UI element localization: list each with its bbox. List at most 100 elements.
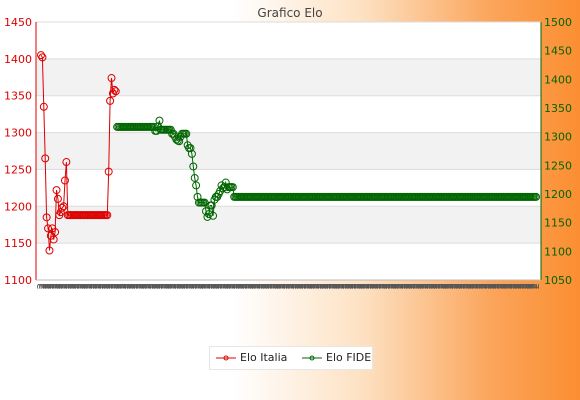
x-tick-label: 2 [379, 283, 390, 289]
x-tick-label: 2 [72, 283, 83, 289]
x-tick-label: 2 [290, 283, 301, 289]
x-tick-label: 2 [315, 283, 326, 289]
x-tick-label: 2 [317, 283, 328, 289]
x-tick-label: 2 [86, 283, 97, 289]
x-tick-label: 2 [147, 283, 158, 289]
x-tick-label: 2 [115, 283, 126, 289]
x-tick-label: 2 [486, 283, 497, 289]
y-tick-label-right: 1100 [544, 245, 572, 258]
x-tick-label: 2 [529, 283, 540, 289]
x-tick-label: 2 [197, 283, 208, 289]
x-tick-label: 2 [431, 283, 442, 289]
x-tick-label: 2 [90, 283, 101, 289]
x-tick-label: 2 [61, 283, 72, 289]
y-axis-left-ticks: 1100 1150 1200 1250 1300 1350 1400 1450 [4, 16, 32, 287]
legend-markers [216, 355, 322, 361]
x-tick-label: 2 [54, 283, 65, 289]
data-point [107, 74, 116, 83]
x-tick-label: 2 [286, 283, 297, 289]
x-tick-label: 2 [493, 283, 504, 289]
x-tick-label: 2 [199, 283, 210, 289]
y-tick-label-right: 1350 [544, 102, 572, 115]
x-tick-label: 2 [506, 283, 517, 289]
x-tick-label: 2 [504, 283, 515, 289]
x-tick-label: 2 [485, 283, 496, 289]
x-tick-label: 2 [279, 283, 290, 289]
data-point [223, 185, 232, 194]
x-tick-label: 2 [243, 283, 254, 289]
x-tick-label: 2 [256, 283, 267, 289]
x-tick-label: 2 [368, 283, 379, 289]
x-tick-label: 2 [99, 283, 110, 289]
x-tick-label: 2 [418, 283, 429, 289]
x-tick-label: 2 [132, 283, 143, 289]
x-tick-label: 2 [138, 283, 149, 289]
x-tick-label: 2 [124, 283, 135, 289]
x-tick-label: 2 [452, 283, 463, 289]
x-tick-label: 2 [470, 283, 481, 289]
x-tick-label: 2 [311, 283, 322, 289]
x-tick-label: 2 [159, 283, 170, 289]
x-tick-label: 2 [322, 283, 333, 289]
grid-band [36, 58, 541, 96]
x-tick-label: 2 [183, 283, 194, 289]
x-tick-label: 2 [234, 283, 245, 289]
y-tick-label-left: 1150 [4, 237, 32, 250]
x-tick-label: 2 [204, 283, 215, 289]
x-tick-label: 2 [134, 283, 145, 289]
x-tick-label: 2 [225, 283, 236, 289]
data-point [49, 235, 58, 244]
y-tick-label-left: 1300 [4, 127, 32, 140]
x-tick-label: 2 [36, 283, 47, 289]
x-tick-label: 2 [411, 283, 422, 289]
x-tick-label: 2 [125, 283, 136, 289]
x-tick-label: 2 [184, 283, 195, 289]
x-tick-label: 2 [270, 283, 281, 289]
x-tick-label: 2 [216, 283, 227, 289]
x-tick-label: 2 [74, 283, 85, 289]
x-tick-label: 2 [120, 283, 131, 289]
x-tick-label: 2 [88, 283, 99, 289]
x-tick-label: 2 [165, 283, 176, 289]
x-tick-label: 2 [415, 283, 426, 289]
x-tick-label: 2 [77, 283, 88, 289]
x-tick-label: 2 [447, 283, 458, 289]
x-tick-label: 2 [527, 283, 538, 289]
x-tick-label: 2 [502, 283, 513, 289]
x-tick-label: 2 [511, 283, 522, 289]
x-tick-label: 2 [172, 283, 183, 289]
x-tick-label: 2 [517, 283, 528, 289]
x-tick-label: 2 [293, 283, 304, 289]
x-tick-label: 2 [174, 283, 185, 289]
x-tick-label: 2 [249, 283, 260, 289]
grid-bands [36, 58, 541, 244]
x-tick-label: 2 [250, 283, 261, 289]
x-tick-label: 2 [175, 283, 186, 289]
x-tick-label: 2 [433, 283, 444, 289]
x-tick-label: 2 [429, 283, 440, 289]
y-tick-label-right: 1150 [544, 217, 572, 230]
x-tick-label: 2 [367, 283, 378, 289]
x-tick-label: 2 [91, 283, 102, 289]
x-tick-label: 2 [426, 283, 437, 289]
x-tick-label: 2 [220, 283, 231, 289]
data-point [37, 51, 45, 60]
x-tick-label: 2 [401, 283, 412, 289]
x-tick-label: 2 [141, 283, 152, 289]
x-tick-label: 2 [272, 283, 283, 289]
x-tick-label: 2 [140, 283, 151, 289]
x-tick-label: 2 [118, 283, 129, 289]
data-point [192, 181, 201, 190]
x-tick-label: 2 [424, 283, 435, 289]
data-point [60, 176, 69, 185]
x-tick-label: 2 [56, 283, 67, 289]
x-tick-label: 2 [499, 283, 510, 289]
data-point [103, 211, 112, 220]
x-tick-label: 2 [467, 283, 478, 289]
x-tick-label: 2 [460, 283, 471, 289]
x-tick-label: 2 [222, 283, 233, 289]
x-tick-label: 2 [370, 283, 381, 289]
x-tick-label: 2 [306, 283, 317, 289]
